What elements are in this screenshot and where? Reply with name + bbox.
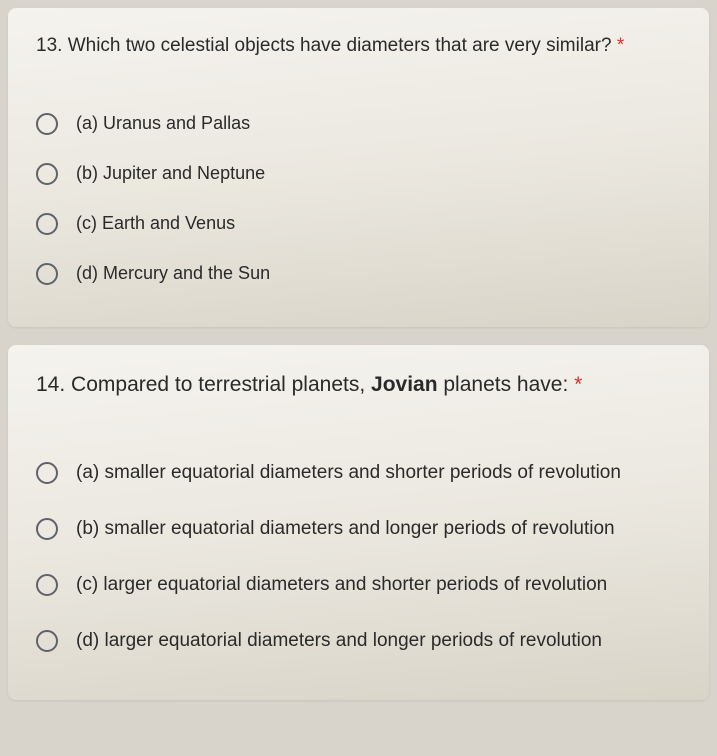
- option-label: (a) smaller equatorial diameters and sho…: [76, 462, 621, 484]
- radio-icon: [36, 213, 58, 235]
- option-13c[interactable]: (c) Earth and Venus: [36, 203, 681, 245]
- question-body-prefix: Compared to terrestrial planets,: [71, 373, 371, 396]
- option-13d[interactable]: (d) Mercury and the Sun: [36, 253, 681, 295]
- question-card-14: 14. Compared to terrestrial planets, Jov…: [8, 345, 709, 701]
- question-body: Which two celestial objects have diamete…: [68, 35, 612, 56]
- option-14a[interactable]: (a) smaller equatorial diameters and sho…: [36, 452, 681, 494]
- option-label: (b) Jupiter and Neptune: [76, 163, 265, 184]
- question-text: 14. Compared to terrestrial planets, Jov…: [36, 369, 681, 401]
- option-14b[interactable]: (b) smaller equatorial diameters and lon…: [36, 508, 681, 550]
- required-marker: *: [574, 373, 582, 396]
- radio-icon: [36, 263, 58, 285]
- option-label: (a) Uranus and Pallas: [76, 113, 250, 134]
- radio-icon: [36, 113, 58, 135]
- question-body-bold: Jovian: [371, 373, 438, 396]
- radio-icon: [36, 630, 58, 652]
- question-body-suffix: planets have:: [438, 373, 569, 396]
- radio-icon: [36, 574, 58, 596]
- question-number: 13.: [36, 35, 62, 56]
- option-13b[interactable]: (b) Jupiter and Neptune: [36, 153, 681, 195]
- question-card-13: 13. Which two celestial objects have dia…: [8, 8, 709, 327]
- radio-icon: [36, 518, 58, 540]
- option-label: (b) smaller equatorial diameters and lon…: [76, 518, 615, 540]
- option-label: (c) Earth and Venus: [76, 213, 235, 234]
- option-14d[interactable]: (d) larger equatorial diameters and long…: [36, 620, 681, 662]
- required-marker: *: [617, 35, 624, 56]
- option-label: (d) larger equatorial diameters and long…: [76, 630, 602, 652]
- option-label: (d) Mercury and the Sun: [76, 263, 270, 284]
- radio-icon: [36, 462, 58, 484]
- question-number: 14.: [36, 373, 65, 396]
- question-text: 13. Which two celestial objects have dia…: [36, 32, 681, 61]
- option-label: (c) larger equatorial diameters and shor…: [76, 574, 607, 596]
- option-14c[interactable]: (c) larger equatorial diameters and shor…: [36, 564, 681, 606]
- option-13a[interactable]: (a) Uranus and Pallas: [36, 103, 681, 145]
- radio-icon: [36, 163, 58, 185]
